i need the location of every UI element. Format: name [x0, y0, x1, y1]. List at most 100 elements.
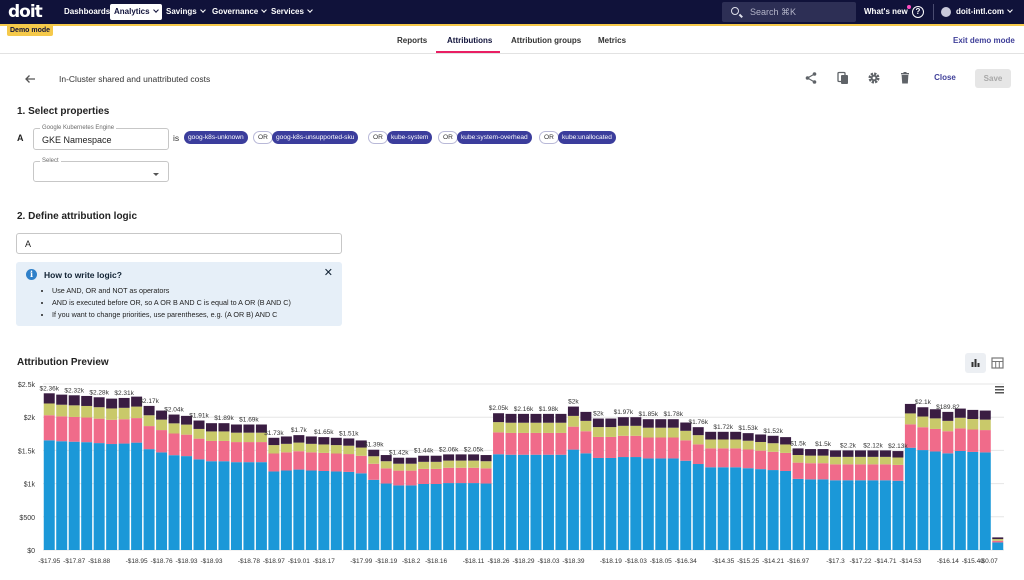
- bar-segment: [705, 448, 717, 468]
- bar-segment: [343, 454, 355, 472]
- x-tick-label: -$14.53: [899, 558, 921, 565]
- share-icon[interactable]: [804, 71, 818, 85]
- bar-segment: [742, 468, 754, 550]
- bar-segment: [904, 424, 916, 448]
- bar-segment: [917, 407, 929, 417]
- bar-segment: [43, 393, 55, 404]
- value-chip[interactable]: goog-k8s-unsupported-sku: [272, 131, 359, 144]
- bar-segment: [942, 431, 954, 454]
- value-chip[interactable]: kube:unallocated: [558, 131, 616, 144]
- bar-segment: [692, 435, 704, 445]
- bar-segment: [168, 423, 180, 434]
- x-tick-label: -$14.35: [712, 558, 734, 565]
- bar-segment: [567, 406, 579, 416]
- list-item: AND is executed before OR, so A OR B AND…: [52, 297, 291, 309]
- doit-logo[interactable]: doit: [8, 2, 52, 22]
- chart-menu-icon[interactable]: [995, 386, 1004, 394]
- save-button[interactable]: Save: [975, 69, 1011, 88]
- copy-icon[interactable]: [836, 71, 850, 85]
- or-chip: OR: [438, 131, 458, 144]
- bar-segment: [181, 456, 193, 550]
- bar-segment: [967, 429, 979, 452]
- bar-segment: [255, 432, 267, 443]
- value-chip[interactable]: goog-k8s-unknown: [184, 131, 248, 144]
- bar-segment: [305, 452, 317, 471]
- bar-value-label: $1.69k: [239, 417, 259, 424]
- demo-mode-stripe: [0, 24, 1024, 26]
- account-label: doit-intl.com: [956, 7, 1004, 16]
- select-dropdown[interactable]: Select: [33, 157, 169, 182]
- dimension-field[interactable]: Google Kubernetes Engine GKE Namespace: [33, 124, 169, 150]
- nav-analytics[interactable]: Analytics: [110, 4, 162, 20]
- bar-segment: [143, 415, 155, 427]
- bar-segment: [979, 430, 991, 453]
- bar-segment: [455, 454, 467, 461]
- bar-segment: [780, 444, 792, 453]
- back-arrow-icon[interactable]: [24, 73, 36, 85]
- settings-icon[interactable]: [867, 71, 881, 85]
- nav-governance[interactable]: Governance: [208, 4, 270, 20]
- bar-segment: [992, 539, 1004, 541]
- whats-new-label: What's new: [864, 7, 908, 16]
- bar-segment: [480, 455, 492, 462]
- bar-segment: [617, 417, 629, 426]
- table-view-toggle[interactable]: [987, 353, 1008, 373]
- bar-segment: [730, 467, 742, 550]
- nav-dashboards[interactable]: Dashboards: [60, 4, 114, 20]
- logic-input[interactable]: A: [16, 233, 342, 254]
- tab-reports[interactable]: Reports: [397, 36, 428, 45]
- bar-segment: [555, 413, 567, 423]
- bar-segment: [630, 435, 642, 458]
- whats-new-button[interactable]: What's new: [864, 4, 911, 20]
- bar-segment: [43, 403, 55, 416]
- bar-value-label: $1.89k: [214, 415, 234, 422]
- help-icon[interactable]: ?: [912, 6, 924, 18]
- info-icon: i: [26, 269, 37, 280]
- nav-services[interactable]: Services: [267, 4, 316, 20]
- tab-metrics[interactable]: Metrics: [598, 36, 627, 45]
- bar-segment: [630, 417, 642, 426]
- bar-segment: [780, 470, 792, 550]
- x-tick-label: -$18.17: [313, 558, 335, 565]
- account-menu[interactable]: doit-intl.com: [941, 4, 1013, 20]
- tab-attributions[interactable]: Attributions: [447, 36, 493, 45]
- bar-segment: [805, 479, 817, 550]
- bar-segment: [879, 464, 891, 481]
- close-button[interactable]: Close: [934, 73, 956, 82]
- tab-attribution-groups[interactable]: Attribution groups: [511, 36, 582, 45]
- bar-segment: [518, 413, 529, 423]
- search-placeholder: Search ⌘K: [750, 7, 797, 17]
- bar-segment: [592, 418, 604, 428]
- bar-value-label: $1.7k: [291, 427, 308, 434]
- bar-segment: [355, 440, 367, 448]
- x-tick-label: -$18.03: [625, 558, 647, 565]
- search-input[interactable]: Search ⌘K: [722, 2, 856, 22]
- bar-value-label: $1.97k: [614, 409, 634, 416]
- chart-view-toggle[interactable]: [965, 353, 986, 373]
- bar-segment: [293, 469, 305, 550]
- close-icon[interactable]: ✕: [323, 267, 333, 279]
- exit-demo-button[interactable]: Exit demo mode: [953, 36, 1015, 45]
- bar-segment: [805, 463, 817, 480]
- value-chip[interactable]: kube:system-overhead: [457, 131, 532, 144]
- or-chip: OR: [253, 131, 273, 144]
- bar-segment: [642, 427, 654, 438]
- bar-segment: [967, 409, 979, 420]
- bar-segment: [879, 456, 891, 465]
- y-tick-label: $1.5k: [18, 448, 36, 455]
- bar-segment: [318, 437, 330, 445]
- bar-segment: [343, 445, 355, 455]
- bar-segment: [131, 406, 143, 419]
- x-tick-label: -$16.34: [675, 558, 697, 565]
- attribution-preview-chart: $0 $500 $1k $1.5k $2k $2.5k $2.36k $2.32k $2.28k…: [0, 376, 1024, 575]
- bar-segment: [979, 452, 991, 550]
- bar-segment: [156, 419, 168, 431]
- nav-dashboards-label: Dashboards: [64, 7, 111, 16]
- value-chip[interactable]: kube-system: [387, 131, 433, 144]
- bar-segment: [430, 461, 442, 469]
- logo-text: doit: [8, 2, 43, 22]
- y-tick-label: $1k: [24, 482, 36, 489]
- delete-icon[interactable]: [898, 71, 912, 85]
- bar-segment: [530, 422, 542, 433]
- nav-savings[interactable]: Savings: [162, 4, 209, 20]
